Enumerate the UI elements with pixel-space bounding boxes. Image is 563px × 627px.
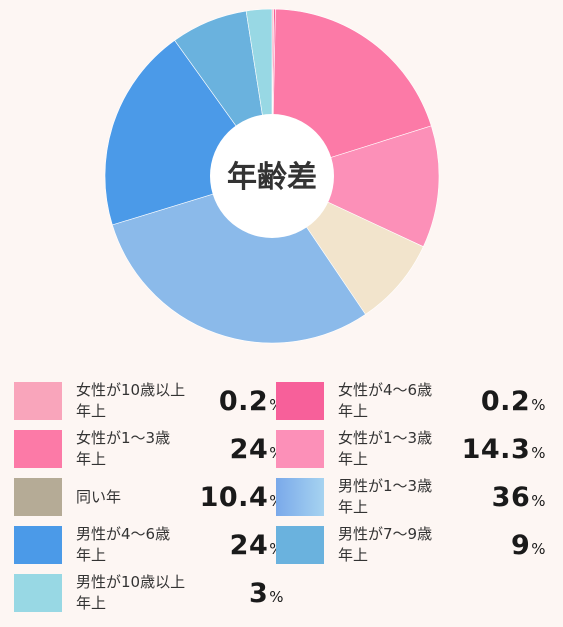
legend-item-0: 女性が10歳以上 年上 0.2% bbox=[14, 380, 284, 424]
donut-hole bbox=[210, 114, 334, 238]
legend-item-1: 女性が4〜6歳 年上 0.2% bbox=[276, 380, 546, 424]
legend-value-number: 9 bbox=[510, 530, 531, 561]
legend-swatch bbox=[14, 430, 62, 468]
legend-label: 女性が10歳以上 年上 bbox=[76, 381, 186, 420]
legend-value-number: 24 bbox=[229, 434, 269, 465]
legend-value-number: 14.3 bbox=[461, 434, 531, 465]
legend-label: 女性が1〜3歳 年上 bbox=[76, 429, 171, 468]
legend-swatch bbox=[14, 382, 62, 420]
legend-value-number: 24 bbox=[229, 530, 269, 561]
legend-swatch bbox=[276, 526, 324, 564]
legend-value-number: 0.2 bbox=[480, 386, 531, 417]
pie-slice-3 bbox=[271, 125, 440, 248]
pie-slice-5 bbox=[111, 175, 366, 344]
legend-label: 女性が1〜3歳 年上 bbox=[338, 429, 433, 468]
legend-value-number: 10.4 bbox=[199, 482, 269, 513]
legend-label: 男性が7〜9歳 年上 bbox=[338, 525, 433, 564]
legend-label: 女性が4〜6歳 年上 bbox=[338, 381, 433, 420]
legend-label: 男性が4〜6歳 年上 bbox=[76, 525, 171, 564]
legend-swatch bbox=[14, 574, 62, 612]
legend-label: 男性が10歳以上 年上 bbox=[76, 573, 186, 612]
legend-item-5: 男性が1〜3歳 年上 36% bbox=[276, 476, 546, 520]
legend-value: 0.2% bbox=[481, 386, 546, 417]
legend-swatch bbox=[14, 478, 62, 516]
legend-item-3: 女性が1〜3歳 年上 14.3% bbox=[276, 428, 546, 472]
legend-label: 同い年 bbox=[76, 488, 122, 506]
legend-value-number: 36 bbox=[491, 482, 531, 513]
legend-value: 0.2% bbox=[219, 386, 284, 417]
legend-swatch bbox=[276, 430, 324, 468]
legend-value-unit: % bbox=[269, 588, 284, 606]
legend-value: 10.4% bbox=[200, 482, 284, 513]
legend-value: 3% bbox=[249, 578, 284, 609]
legend-swatch bbox=[14, 526, 62, 564]
legend-label: 男性が1〜3歳 年上 bbox=[338, 477, 433, 516]
legend-item-8: 男性が10歳以上 年上 3% bbox=[14, 572, 284, 616]
center-label: 年齢差 bbox=[227, 160, 317, 195]
legend-value-number: 3 bbox=[248, 578, 269, 609]
legend-swatch bbox=[276, 478, 324, 516]
legend-value: 36% bbox=[492, 482, 546, 513]
legend-item-4: 同い年 10.4% bbox=[14, 476, 284, 520]
legend-value-unit: % bbox=[531, 396, 546, 414]
legend-swatch bbox=[276, 382, 324, 420]
legend-value: 9% bbox=[511, 530, 546, 561]
legend-value: 14.3% bbox=[462, 434, 546, 465]
pie-chart: 年齢差 bbox=[104, 8, 440, 344]
legend-value-number: 0.2 bbox=[218, 386, 269, 417]
legend-value-unit: % bbox=[531, 444, 546, 462]
legend-item-7: 男性が7〜9歳 年上 9% bbox=[276, 524, 546, 568]
legend-value-unit: % bbox=[531, 540, 546, 558]
legend-value-unit: % bbox=[531, 492, 546, 510]
pie-chart-container: 年齢差 bbox=[104, 8, 440, 344]
